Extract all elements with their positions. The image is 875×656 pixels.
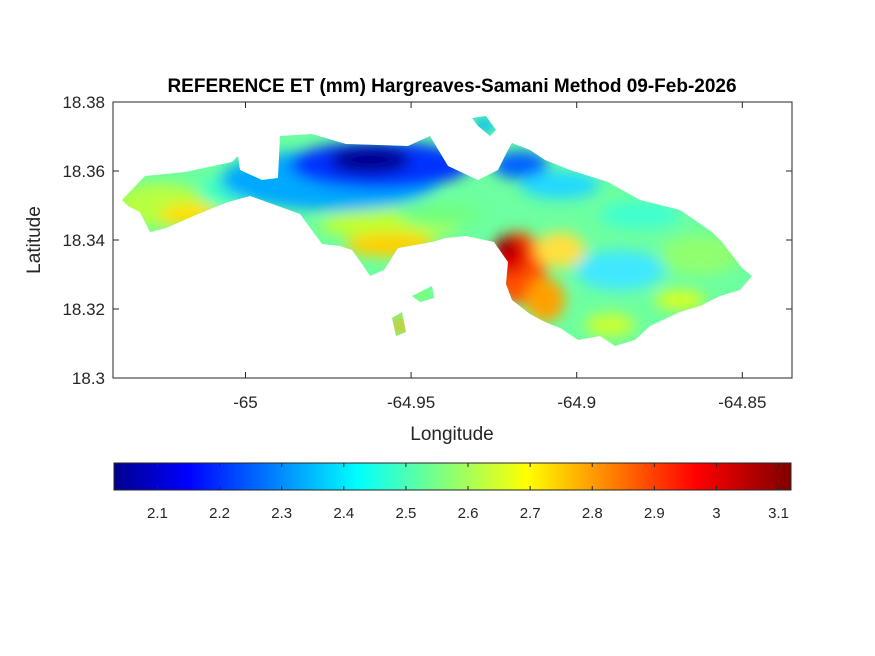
x-tick-label: -64.9 (557, 393, 596, 412)
colorbar-tick-label: 3 (712, 505, 720, 522)
colorbar-tick-label: 2.4 (333, 505, 354, 522)
y-ticks: 18.3 18.32 18.34 18.36 18.38 (62, 93, 792, 388)
colorbar-ticks: 2.1 2.2 2.3 2.4 2.5 2.6 2.7 2.8 2.9 3 3.1 (147, 463, 789, 522)
x-axis-label: Longitude (410, 424, 493, 445)
colorbar-tick-label: 3.1 (768, 505, 789, 522)
y-tick-label: 18.34 (62, 231, 105, 250)
colorbar-tick-label: 2.7 (520, 505, 541, 522)
colorbar-tick-label: 2.9 (644, 505, 665, 522)
x-ticks: -65 -64.95 -64.9 -64.85 (233, 102, 766, 412)
colorbar-tick-label: 2.6 (458, 505, 479, 522)
y-tick-label: 18.36 (62, 162, 105, 181)
chart-title: REFERENCE ET (mm) Hargreaves-Samani Meth… (167, 76, 736, 97)
x-tick-label: -64.95 (387, 393, 435, 412)
y-tick-label: 18.32 (62, 300, 105, 319)
y-tick-label: 18.3 (72, 369, 105, 388)
colorbar-frame (113, 462, 792, 491)
colorbar-tick-label: 2.1 (147, 505, 168, 522)
x-tick-label: -64.85 (718, 393, 766, 412)
colorbar-tick-label: 2.3 (271, 505, 292, 522)
colorbar (114, 463, 791, 490)
x-tick-label: -65 (233, 393, 258, 412)
y-tick-label: 18.38 (62, 93, 105, 112)
y-axis-label: Latitude (24, 206, 45, 274)
colorbar-tick-label: 2.2 (209, 505, 230, 522)
colorbar-tick-label: 2.8 (582, 505, 603, 522)
colorbar-tick-label: 2.5 (395, 505, 416, 522)
